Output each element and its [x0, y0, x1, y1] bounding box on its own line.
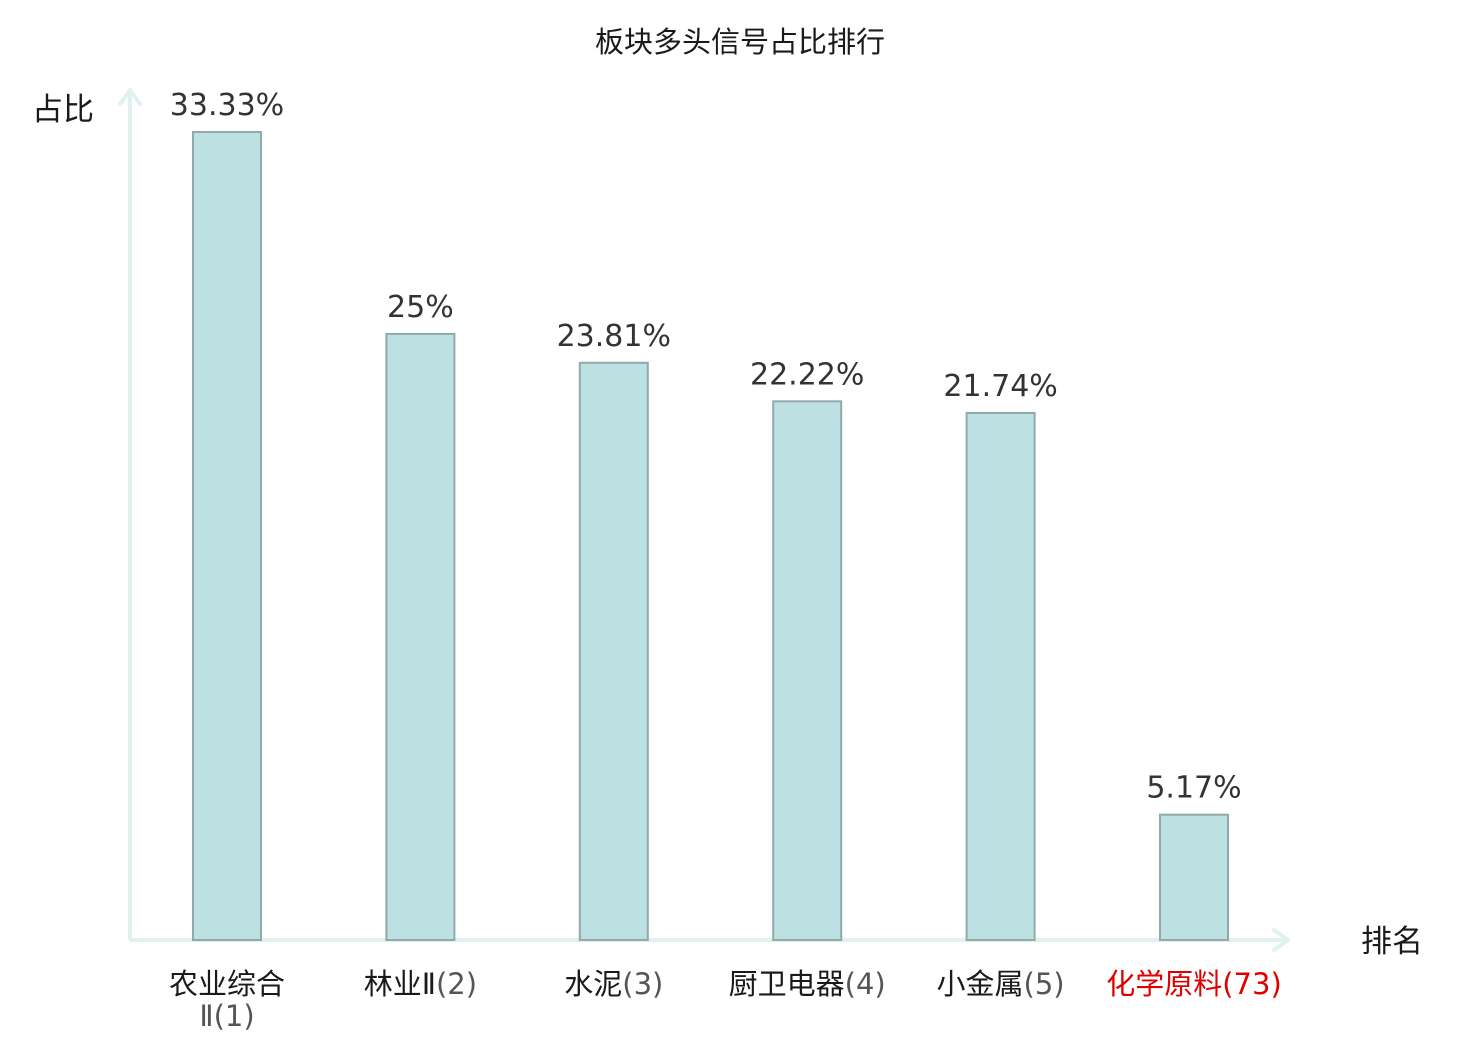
category-name: 厨卫电器 — [729, 967, 845, 1001]
value-label: 5.17% — [1146, 771, 1241, 806]
value-label: 33.33% — [170, 88, 284, 123]
y-axis-title: 占比 — [32, 92, 94, 128]
bars — [192, 131, 1229, 942]
value-labels: 33.33% 25% 23.81% 22.22% 21.74% 5.17% — [170, 88, 1242, 806]
category-rank: (3) — [622, 967, 663, 1001]
x-tick-label: 小金属(5) — [937, 967, 1065, 1001]
x-tick-label-line2: Ⅱ(1) — [199, 999, 254, 1033]
category-rank: (73) — [1222, 967, 1282, 1001]
x-axis-title: 排名 — [1361, 924, 1423, 960]
x-tick-label: 厨卫电器(4) — [729, 967, 886, 1001]
axes — [118, 88, 1290, 952]
category-rank: (5) — [1024, 967, 1065, 1001]
x-tick-label: 林业Ⅱ(2) — [364, 967, 477, 1001]
category-name: 小金属 — [937, 967, 1024, 1001]
bar — [578, 361, 649, 941]
y-axis-arrow — [118, 88, 142, 106]
x-tick-label: 农业综合 — [169, 967, 285, 1001]
x-axis-arrow — [1272, 928, 1290, 952]
category-rank: (4) — [845, 967, 886, 1001]
chart-title: 板块多头信号占比排行 — [595, 25, 885, 59]
value-label: 21.74% — [943, 369, 1057, 404]
category-rank: (1) — [214, 999, 255, 1033]
category-name: 化学原料 — [1106, 967, 1222, 1001]
value-label: 25% — [387, 290, 454, 325]
value-label: 22.22% — [750, 357, 864, 392]
x-tick-label: 化学原料(73) — [1106, 967, 1282, 1001]
bar — [772, 400, 843, 942]
value-label: 23.81% — [557, 319, 671, 354]
category-name: 农业综合 — [169, 967, 285, 1001]
category-rank: (2) — [436, 967, 477, 1001]
category-name-suffix: Ⅱ — [199, 999, 213, 1033]
bar — [965, 411, 1036, 941]
bar — [192, 131, 262, 941]
category-name: 水泥 — [564, 967, 622, 1001]
bar — [1159, 813, 1229, 942]
category-name: 林业Ⅱ — [364, 967, 436, 1001]
bar — [385, 332, 456, 941]
x-tick-label: 水泥(3) — [564, 967, 663, 1001]
